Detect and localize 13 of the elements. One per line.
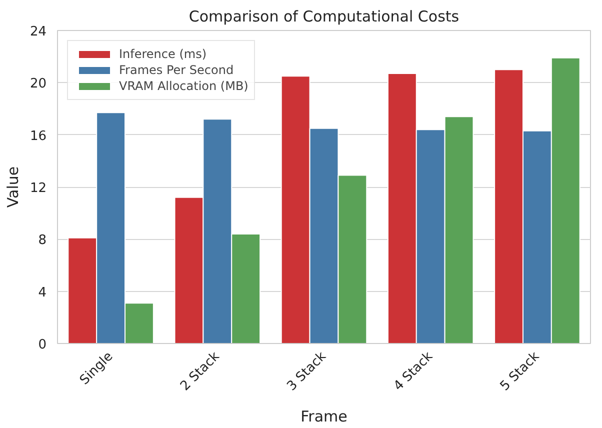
legend-label: VRAM Allocation (MB)	[119, 79, 248, 93]
y-tick-label: 20	[30, 76, 47, 92]
y-tick-label: 8	[38, 233, 47, 248]
y-axis-title: Value	[4, 166, 22, 208]
y-tick-label: 0	[38, 338, 47, 352]
legend-label: Frames Per Second	[119, 63, 234, 77]
y-tick-label: 12	[30, 181, 47, 196]
x-axis-title: Frame	[300, 407, 348, 426]
y-tick-label: 16	[30, 128, 47, 144]
chart-title: Comparison of Computational Costs	[188, 8, 460, 26]
legend-label: Inference (ms)	[119, 47, 207, 61]
y-tick-label: 4	[38, 285, 47, 300]
y-tick-label: 24	[30, 24, 47, 40]
